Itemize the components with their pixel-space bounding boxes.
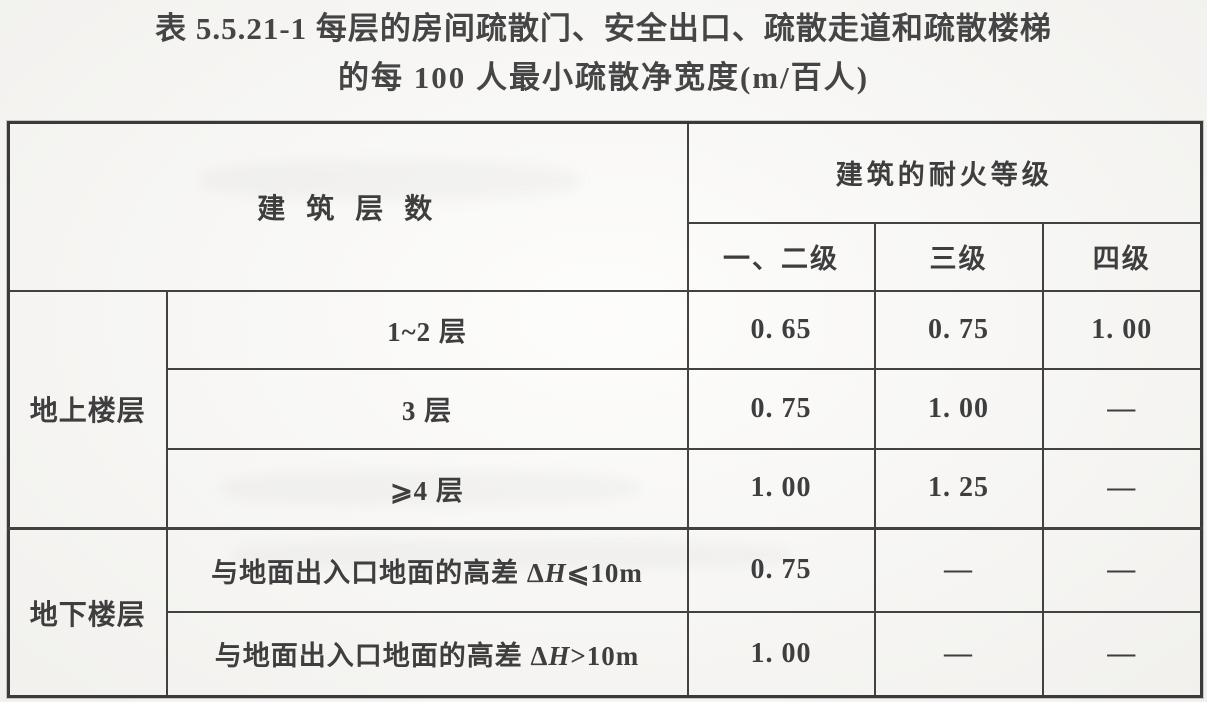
value-cell: — xyxy=(1041,527,1203,613)
table-row: 地下楼层 与地面出入口地面的高差 ΔH⩽10m 0. 75 — — xyxy=(7,527,1203,698)
value-cell: — xyxy=(1041,610,1203,698)
evacuation-width-table: 建 筑 层 数 建筑的耐火等级 一、二级 三级 四级 地上楼层 1~2 层 0.… xyxy=(7,121,1204,698)
table-row: ⩾4 层 1. 00 1. 25 — xyxy=(9,447,1203,530)
value-cell: 1. 00 xyxy=(1041,289,1203,370)
value-cell: — xyxy=(873,527,1044,613)
group-label-below-ground: 地下楼层 xyxy=(7,527,168,698)
value-cell: — xyxy=(1041,447,1203,530)
value-cell: 0. 65 xyxy=(686,289,876,370)
table-caption-line2: 的每 100 人最小疏散净宽度(m/百人) xyxy=(337,60,870,95)
value-cell: 0. 75 xyxy=(686,527,876,613)
value-cell: 1. 00 xyxy=(873,367,1044,450)
value-cell: 1. 25 xyxy=(873,447,1044,530)
table-row: 地上楼层 1~2 层 0. 65 0. 75 1. 00 xyxy=(7,289,1203,530)
row-label-storeys-3: 3 层 xyxy=(165,367,689,450)
group-label-above-ground: 地上楼层 xyxy=(7,289,168,530)
header-grade-1-2: 一、二级 xyxy=(686,221,876,292)
value-cell: — xyxy=(873,610,1044,698)
value-cell: 0. 75 xyxy=(873,289,1044,370)
table-caption-line1: 表 5.5.21-1 每层的房间疏散门、安全出口、疏散走道和疏散楼梯 xyxy=(155,11,1052,46)
header-building-storeys: 建 筑 层 数 xyxy=(7,121,689,292)
table-row: 与地面出入口地面的高差 ΔH>10m 1. 00 — — xyxy=(9,610,1203,698)
row-label-storeys-1-2: 1~2 层 xyxy=(165,289,689,370)
header-grade-4: 四级 xyxy=(1041,221,1203,292)
header-fire-resistance-rating: 建筑的耐火等级 xyxy=(686,121,1203,224)
table-caption: 表 5.5.21-1 每层的房间疏散门、安全出口、疏散走道和疏散楼梯 的每 10… xyxy=(0,4,1207,102)
header-grade-3: 三级 xyxy=(873,221,1044,292)
value-cell: 1. 00 xyxy=(686,610,876,698)
value-cell: 1. 00 xyxy=(686,447,876,530)
row-label-storeys-ge4: ⩾4 层 xyxy=(165,447,689,530)
table-row: 3 层 0. 75 1. 00 — xyxy=(9,367,1203,450)
row-label-depth-gt-10m: 与地面出入口地面的高差 ΔH>10m xyxy=(165,610,689,698)
value-cell: 0. 75 xyxy=(686,367,876,450)
row-label-depth-le-10m: 与地面出入口地面的高差 ΔH⩽10m xyxy=(165,527,689,613)
value-cell: — xyxy=(1041,367,1203,450)
